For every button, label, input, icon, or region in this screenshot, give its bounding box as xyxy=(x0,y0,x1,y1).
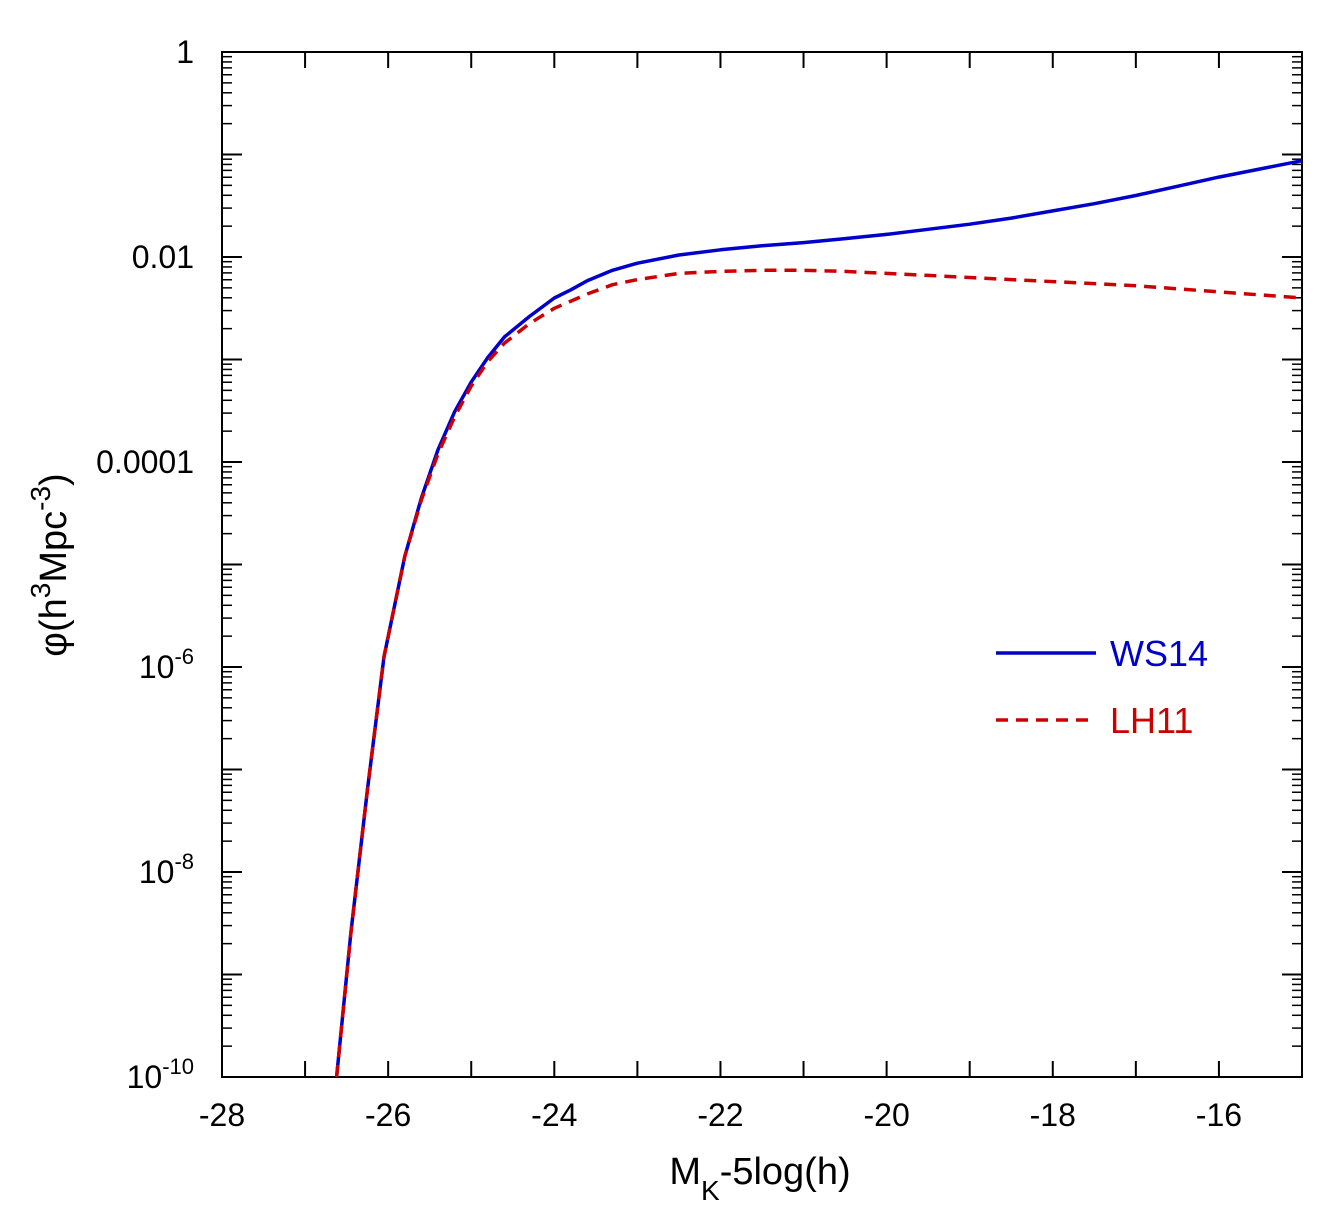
series-line-ws14 xyxy=(334,158,1303,1078)
x-tick-label: -24 xyxy=(531,1097,577,1133)
x-tick-label: -26 xyxy=(365,1097,411,1133)
axis-ticks xyxy=(221,51,1303,1078)
y-tick-label: 0.01 xyxy=(132,239,194,275)
series-line-lh11 xyxy=(334,268,1303,1078)
x-tick-label: -16 xyxy=(1196,1097,1242,1133)
legend: WS14 LH11 xyxy=(996,633,1208,741)
y-axis-title: φ(h3Mpc-3) xyxy=(25,473,75,656)
x-tick-label: -28 xyxy=(199,1097,245,1133)
y-tick-label: 10-10 xyxy=(127,1054,194,1095)
legend-label-ws14: WS14 xyxy=(1110,633,1208,674)
plot-frame xyxy=(221,51,1303,1078)
y-tick-labels: 1 0.01 0.0001 10-6 10-8 10-10 xyxy=(96,34,194,1095)
legend-label-lh11: LH11 xyxy=(1110,700,1193,741)
y-tick-label: 10-6 xyxy=(139,644,194,685)
y-tick-label: 1 xyxy=(176,34,194,70)
x-tick-labels: -28 -26 -24 -22 -20 -18 -16 xyxy=(199,1097,1242,1133)
x-tick-label: -18 xyxy=(1030,1097,1076,1133)
x-tick-label: -22 xyxy=(697,1097,743,1133)
y-tick-label: 10-8 xyxy=(139,849,194,890)
x-axis-title: MK-5log(h) xyxy=(669,1151,850,1206)
y-tick-label: 0.0001 xyxy=(96,444,194,480)
data-series xyxy=(334,158,1303,1078)
x-tick-label: -20 xyxy=(863,1097,909,1133)
